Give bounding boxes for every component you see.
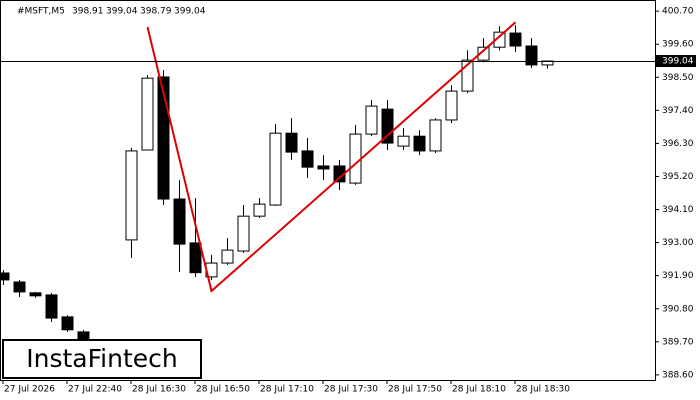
candle-body — [45, 294, 58, 319]
pattern-line — [146, 21, 517, 293]
x-tick-label: 28 Jul 18:30 — [516, 385, 570, 395]
plot-frame — [0, 0, 656, 381]
y-tick-label: 391.90 — [662, 271, 694, 281]
candle-body — [189, 242, 202, 274]
x-tick-label: 28 Jul 17:10 — [260, 385, 314, 395]
candle-body — [0, 272, 10, 281]
current-price-box — [656, 55, 696, 68]
candle-body — [301, 150, 314, 168]
y-tick-label: 400.70 — [662, 7, 694, 17]
y-tick-label: 390.80 — [662, 304, 694, 314]
candle-body — [493, 31, 506, 48]
candle-body — [525, 45, 538, 66]
candle-body — [285, 132, 298, 153]
logo: InstaFintech — [26, 344, 178, 373]
y-tick-label: 388.60 — [662, 370, 694, 380]
candle-body — [429, 119, 442, 152]
header-value: 399.04 — [174, 7, 206, 17]
candle-body — [461, 59, 474, 92]
header-value: 399.04 — [106, 7, 138, 17]
candle-body — [413, 135, 426, 152]
x-tick-label: 28 Jul 18:10 — [452, 385, 506, 395]
candle-body — [397, 135, 410, 147]
candle-body — [317, 165, 330, 170]
candle-body — [477, 46, 490, 61]
current-price-label: 399.04 — [662, 57, 694, 67]
candle-body — [141, 77, 154, 151]
y-tick-label: 394.10 — [662, 205, 694, 215]
candle-body — [509, 32, 522, 47]
x-tick-label: 27 Jul 22:40 — [68, 385, 122, 395]
y-tick-label: 399.60 — [662, 40, 694, 50]
header-symbol: #MSFT,M5 — [17, 7, 65, 17]
x-tick-label: 28 Jul 17:30 — [324, 385, 378, 395]
candle-body — [61, 316, 74, 331]
header-value: 398.91 — [72, 7, 104, 17]
header-value: 398.79 — [140, 7, 172, 17]
candle-body — [13, 281, 26, 293]
x-tick-label: 28 Jul 17:50 — [388, 385, 442, 395]
logo-box — [2, 339, 202, 379]
x-tick-label: 28 Jul 16:50 — [196, 385, 250, 395]
candle-body — [445, 90, 458, 121]
candle-body — [237, 215, 250, 252]
y-tick-label: 396.30 — [662, 139, 694, 149]
candle-body — [221, 249, 234, 264]
candle-body — [365, 105, 378, 135]
candle-body — [125, 150, 138, 241]
y-tick-label: 398.50 — [662, 73, 694, 83]
candle-body — [173, 198, 186, 245]
y-tick-label: 397.40 — [662, 106, 694, 116]
candle-body — [157, 76, 170, 200]
y-tick-label: 393.00 — [662, 238, 694, 248]
candle-body — [253, 203, 266, 217]
y-tick-label: 389.70 — [662, 337, 694, 347]
candle-body — [349, 133, 362, 184]
candle-body — [381, 108, 394, 144]
x-tick-label: 28 Jul 16:30 — [132, 385, 186, 395]
x-tick-label: 27 Jul 2026 — [4, 385, 55, 395]
candle-body — [29, 292, 42, 297]
candle-body — [269, 132, 282, 206]
y-tick-label: 395.20 — [662, 172, 694, 182]
